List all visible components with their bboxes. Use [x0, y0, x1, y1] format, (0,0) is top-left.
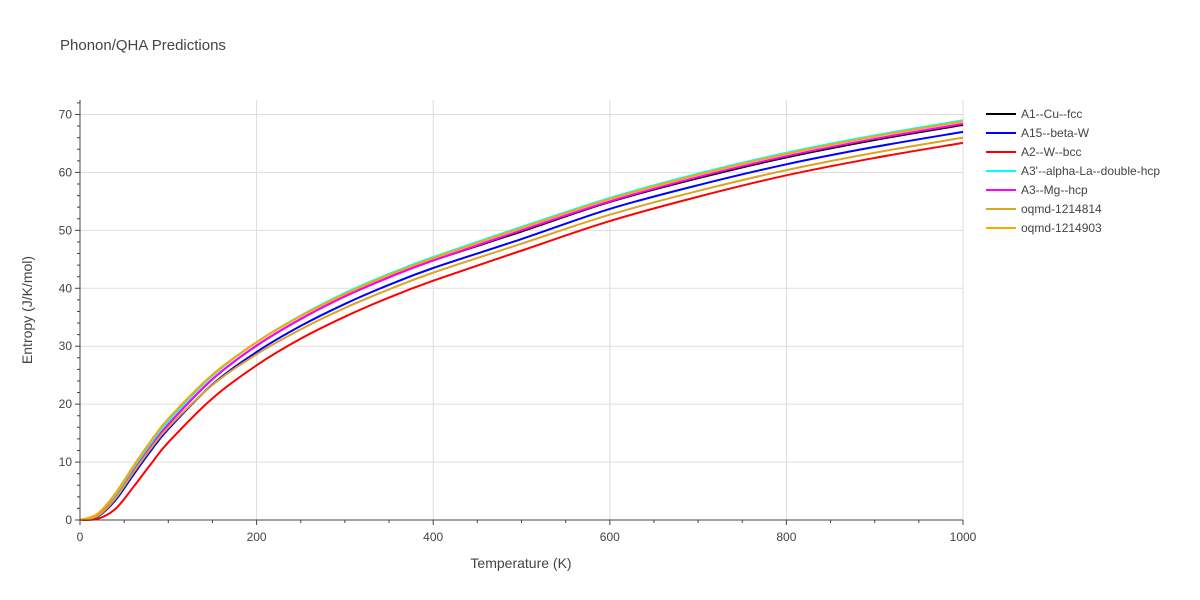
y-tick-label: 0	[65, 513, 72, 527]
legend-label: A1--Cu--fcc	[1021, 107, 1082, 121]
y-tick-label: 20	[59, 397, 73, 411]
x-axis-title: Temperature (K)	[470, 555, 571, 571]
legend-item[interactable]: A2--W--bcc	[986, 145, 1081, 159]
x-tick-label: 800	[776, 530, 796, 544]
x-tick-label: 1000	[950, 530, 977, 544]
legend-label: A3--Mg--hcp	[1021, 183, 1088, 197]
series-line-5	[79, 136, 964, 521]
legend[interactable]: A1--Cu--fcc A15--beta-W A2--W--bcc A3'--alp…	[986, 107, 1160, 235]
x-tick-label: 600	[600, 530, 620, 544]
grid	[80, 100, 964, 520]
legend-label: A15--beta-W	[1021, 126, 1090, 140]
legend-label: oqmd-1214814	[1021, 202, 1102, 216]
series-line-2	[79, 141, 964, 522]
series-line-4	[79, 122, 964, 521]
y-tick-label: 50	[59, 223, 73, 237]
series-line-6	[79, 120, 964, 521]
legend-item[interactable]: oqmd-1214814	[986, 202, 1102, 216]
y-tick-label: 10	[59, 455, 73, 469]
legend-item[interactable]: A15--beta-W	[986, 126, 1090, 140]
legend-item[interactable]: oqmd-1214903	[986, 221, 1102, 235]
series-line-1	[79, 130, 964, 521]
legend-item[interactable]: A3--Mg--hcp	[986, 183, 1088, 197]
y-tick-label: 70	[59, 107, 73, 121]
x-tick-label: 0	[77, 530, 84, 544]
y-tick-label: 60	[59, 165, 73, 179]
series-lines	[79, 119, 964, 522]
y-tick-label: 30	[59, 339, 73, 353]
legend-item[interactable]: A3'--alpha-La--double-hcp	[986, 164, 1160, 178]
x-tick-label: 200	[247, 530, 267, 544]
legend-label: A3'--alpha-La--double-hcp	[1021, 164, 1160, 178]
legend-item[interactable]: A1--Cu--fcc	[986, 107, 1082, 121]
series-line-3	[79, 119, 964, 521]
axes: 0 200 400 600 800 1000 0 10 20 30 40 50 60 70	[59, 100, 977, 544]
y-axis-title: Entropy (J/K/mol)	[19, 256, 35, 364]
x-tick-label: 400	[423, 530, 443, 544]
chart-title: Phonon/QHA Predictions	[60, 37, 226, 54]
series-line-0	[79, 123, 964, 521]
legend-label: oqmd-1214903	[1021, 221, 1102, 235]
y-tick-label: 40	[59, 281, 73, 295]
legend-label: A2--W--bcc	[1021, 145, 1081, 159]
